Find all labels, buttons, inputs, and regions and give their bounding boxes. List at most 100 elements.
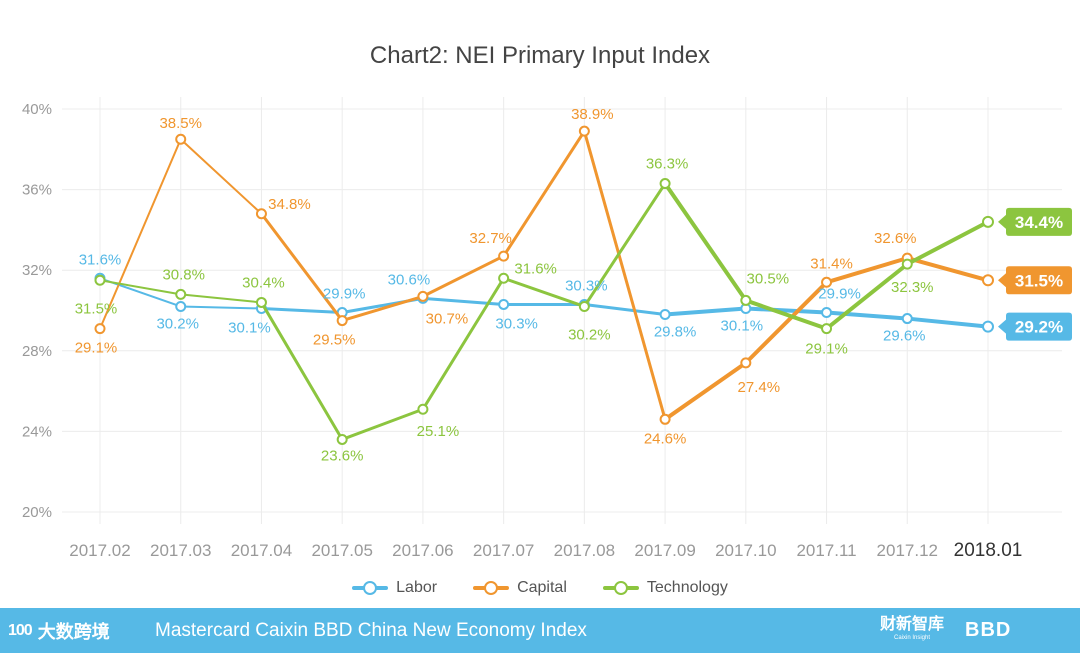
labor-data-label: 29.9% (818, 286, 861, 303)
chart-title: Chart2: NEI Primary Input Index (369, 42, 711, 69)
technology-point (982, 215, 994, 228)
technology-data-label: 23.6% (321, 447, 364, 464)
technology-line-segment (905, 219, 990, 267)
labor-data-label: 30.2% (156, 315, 199, 332)
y-tick-label: 24% (22, 423, 52, 440)
x-tick-label: 2017.11 (796, 541, 856, 560)
labor-point (175, 300, 187, 312)
y-tick-label: 36% (22, 182, 52, 199)
caixin-logo-subtext: Caixin Insight (893, 635, 931, 641)
labor-data-label: 29.8% (654, 324, 697, 341)
technology-end-value-label: 34.4% (1015, 213, 1063, 232)
labor-data-label: 29.6% (883, 328, 926, 345)
labor-line-segment (663, 306, 748, 317)
technology-line-segment (743, 298, 829, 331)
y-tick-label: 40% (22, 101, 52, 118)
labor-data-label: 30.3% (565, 277, 608, 294)
capital-point (336, 315, 348, 327)
technology-point (94, 274, 106, 286)
legend-label-capital: Capital (517, 579, 567, 596)
technology-end-badge-shape (998, 207, 1072, 236)
capital-line-segment (340, 294, 425, 323)
technology-point (821, 323, 833, 335)
technology-line-segment (340, 407, 425, 441)
labor-data-label: 30.6% (388, 271, 431, 288)
x-tick-label: 2017.09 (634, 541, 695, 560)
technology-point (901, 258, 913, 270)
technology-line-segment (99, 279, 182, 296)
technology-data-label: 30.5% (747, 270, 790, 287)
grid (62, 97, 1062, 524)
footer-title: Mastercard Caixin BBD China New Economy … (155, 620, 587, 641)
y-tick-label: 28% (22, 343, 52, 360)
capital-line-segment (259, 212, 344, 323)
capital-point (578, 125, 590, 137)
capital-data-label: 32.7% (469, 230, 512, 247)
footer-banner: 100 大数跨境 Mastercard Caixin BBD China New… (0, 608, 1080, 653)
labor-point (659, 309, 671, 321)
capital-line-segment (179, 138, 263, 215)
technology-data-label: 31.5% (75, 300, 118, 317)
technology-data-label: 30.8% (162, 266, 205, 283)
labor-data-label: 30.1% (721, 317, 764, 334)
legend-item-capital[interactable]: Capital (473, 579, 567, 597)
labor-line-segment (743, 306, 829, 315)
capital-end-value-label: 31.5% (1015, 271, 1063, 290)
caixin-insight-logo: 财新智库 Caixin Insight (880, 617, 944, 642)
labor-point (982, 320, 994, 333)
technology-line-segment (582, 182, 667, 308)
x-tick-label: 2017.10 (715, 541, 776, 560)
technology-line-segment (421, 276, 506, 411)
labor-data-label: 31.6% (79, 251, 122, 268)
capital-point (740, 357, 752, 369)
labor-point (821, 307, 833, 319)
technology-point (417, 403, 429, 415)
technology-end-badge: 34.4% (998, 207, 1072, 236)
technology-data-label: 36.3% (646, 156, 689, 173)
legend-item-technology[interactable]: Technology (602, 579, 728, 597)
technology-data-label: 29.1% (805, 341, 848, 358)
capital-point (94, 323, 106, 335)
technology-data-label: 31.6% (514, 260, 557, 277)
capital-data-label: 34.8% (268, 196, 311, 213)
technology-line-segment (824, 262, 910, 331)
x-tick-label: 2017.03 (150, 541, 211, 560)
labor-line-segment (421, 296, 506, 306)
x-tick-label: 2017.12 (877, 541, 938, 560)
labor-end-badge: 29.2% (998, 312, 1072, 341)
x-tick-label: 2017.07 (473, 541, 534, 560)
capital-point (982, 274, 994, 287)
logo-text: 大数跨境 (37, 622, 110, 642)
data-labels: 31.6% 30.2% 30.1% 29.9% 30.6% 30.3% 30.3% 29.8%… (75, 106, 1072, 464)
line-chart: 20% 24% 28% 32% 36% 40% 2017.02 2017.03 2017.04 2… (22, 97, 1072, 561)
technology-point (175, 288, 187, 300)
technology-point (659, 178, 671, 190)
capital-end-badge: 31.5% (998, 266, 1072, 295)
technology-line-marker-icon (602, 581, 639, 595)
capital-line-segment (99, 138, 182, 330)
dashuju-kuajing-logo: 100 大数跨境 (8, 618, 110, 644)
capital-data-label: 27.4% (738, 379, 781, 396)
x-tick-label: 2017.05 (311, 541, 372, 560)
labor-data-label: 30.1% (228, 319, 271, 336)
x-tick-label: 2017.06 (392, 541, 453, 560)
capital-data-label: 29.5% (313, 332, 356, 349)
technology-line-segment (502, 276, 586, 308)
labor-line-segment (582, 302, 667, 317)
capital-data-label: 32.6% (874, 230, 917, 247)
capital-point (821, 276, 833, 288)
capital-line-segment (905, 256, 990, 283)
technology-point (578, 300, 590, 312)
capital-end-badge-shape (998, 266, 1072, 295)
capital-line-marker-icon (473, 581, 510, 595)
labor-line-segment (259, 306, 344, 315)
capital-data-label: 24.6% (644, 430, 687, 447)
labor-data-label: 30.3% (495, 315, 538, 332)
capital-point (175, 133, 187, 145)
legend-item-labor[interactable]: Labor (352, 579, 437, 597)
legend-label-technology: Technology (646, 579, 728, 596)
technology-data-label: 30.4% (242, 274, 285, 291)
technology-point (336, 433, 348, 445)
technology-line-segment (663, 181, 748, 303)
x-tick-label: 2018.01 (954, 540, 1023, 561)
